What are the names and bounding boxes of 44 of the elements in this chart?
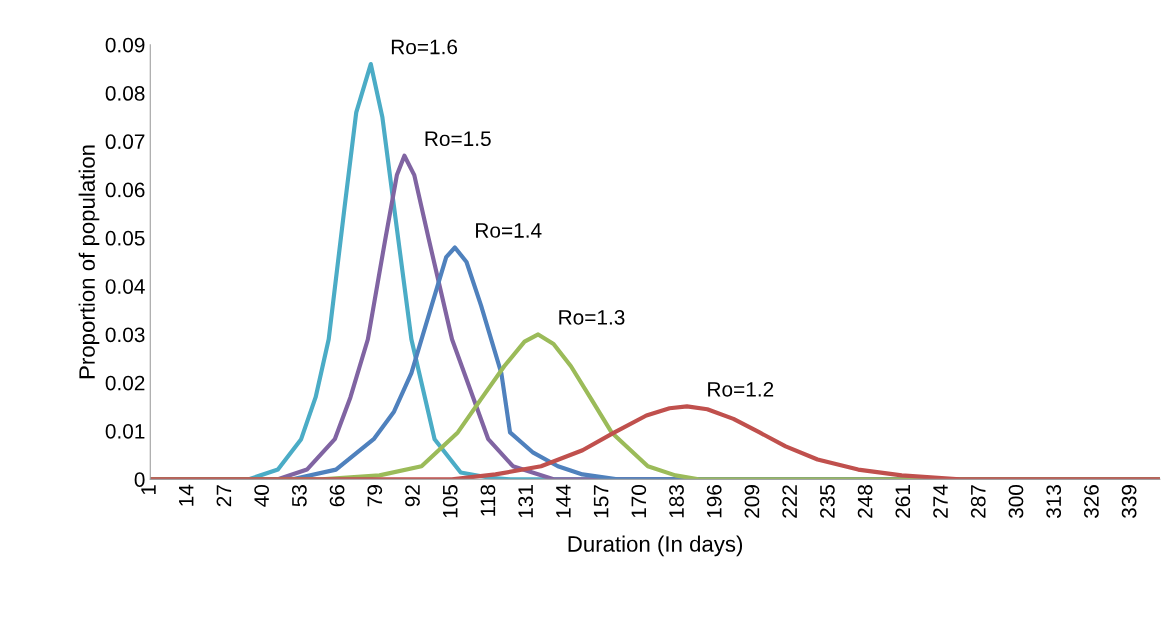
x-tick-label: 1 xyxy=(141,485,156,495)
x-tick-label: 196 xyxy=(706,485,722,518)
y-tick-label: 0.01 xyxy=(105,423,145,439)
x-tick-label: 183 xyxy=(669,485,684,518)
x-tick-label: 40 xyxy=(254,484,270,507)
x-tick-label: 118 xyxy=(480,485,496,516)
series-label: Ro=1.4 xyxy=(476,223,542,238)
x-tick-label: 79 xyxy=(367,485,383,507)
series-label: Ro=1.5 xyxy=(425,131,491,147)
x-tick-label: 53 xyxy=(291,485,307,507)
x-axis-title: Duration (In days) xyxy=(568,535,743,557)
y-tick-label: 0.03 xyxy=(105,327,145,343)
series-label: Ro=1.6 xyxy=(391,39,458,55)
y-axis-title: Proportion of population xyxy=(78,145,100,379)
x-tick-label: 300 xyxy=(1008,484,1024,519)
x-tick-label: 222 xyxy=(782,485,797,518)
series-label: Ro=1.3 xyxy=(559,309,625,325)
x-tick-label: 105 xyxy=(442,484,458,518)
x-tick-label: 27 xyxy=(216,485,232,507)
x-tick-label: 14 xyxy=(179,484,194,506)
x-tick-label: 144 xyxy=(556,484,571,518)
x-tick-label: 131 xyxy=(518,485,534,518)
y-tick-label: 0.08 xyxy=(105,86,145,101)
y-tick-label: 0.04 xyxy=(105,279,145,294)
x-tick-label: 261 xyxy=(895,485,911,518)
x-tick-label: 235 xyxy=(820,484,835,518)
y-tick-label: 0.02 xyxy=(105,375,145,391)
x-tick-label: 339 xyxy=(1121,485,1137,519)
series-label: Ro=1.2 xyxy=(708,381,774,397)
x-tick-label: 326 xyxy=(1084,485,1099,519)
x-tick-label: 66 xyxy=(329,485,345,507)
x-tick-label: 248 xyxy=(857,485,873,518)
x-tick-label: 92 xyxy=(405,485,420,507)
x-tick-label: 170 xyxy=(631,484,647,518)
x-tick-label: 209 xyxy=(744,485,760,518)
x-tick-label: 313 xyxy=(1046,485,1062,519)
y-tick-label: 0.05 xyxy=(105,230,145,246)
y-tick-label: 0.09 xyxy=(105,37,145,53)
x-tick-label: 157 xyxy=(593,485,609,518)
y-tick-label: 0 xyxy=(134,472,145,487)
x-tick-label: 287 xyxy=(970,485,986,518)
y-tick-label: 0.06 xyxy=(105,182,145,198)
y-tick-label: 0.07 xyxy=(105,134,145,150)
x-tick-label: 274 xyxy=(933,484,948,518)
